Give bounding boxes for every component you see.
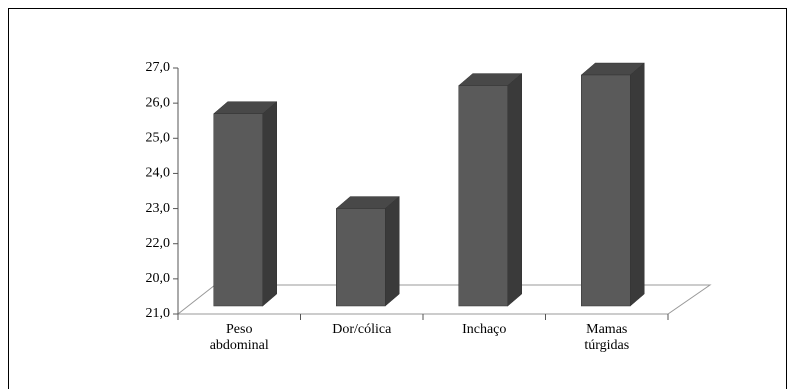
bar (581, 74, 631, 307)
x-tick-label: Inchaço (462, 322, 507, 337)
y-tick-label: 21,0 (146, 306, 171, 321)
x-tick-label: Mamas túrgidas (584, 322, 630, 353)
y-tick-label: 23,0 (146, 201, 171, 216)
floor (176, 284, 712, 315)
y-tick-label: 27,0 (146, 60, 171, 75)
x-tick-label: Dor/cólica (332, 322, 392, 337)
y-tick-label: 22,0 (146, 236, 171, 251)
bar-side (630, 62, 645, 307)
bar (213, 113, 263, 307)
bar-side (385, 196, 400, 307)
bar-side (507, 73, 522, 307)
y-tick-label: 24,0 (146, 166, 171, 181)
bar (458, 85, 508, 307)
bar (336, 208, 386, 307)
x-tick-label: Peso abdominal (209, 322, 269, 353)
bar-side (262, 101, 277, 307)
y-tick-label: 26,0 (146, 95, 171, 110)
y-tick-label: 20,0 (146, 271, 171, 286)
frame (8, 8, 787, 389)
y-tick-label: 25,0 (146, 131, 171, 146)
